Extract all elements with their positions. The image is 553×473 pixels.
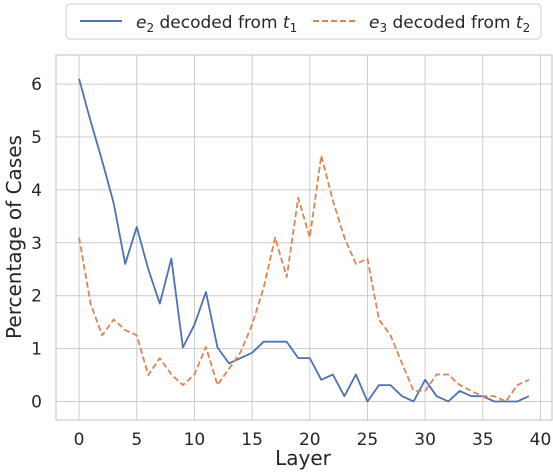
- x-tick-label: 35: [472, 430, 494, 450]
- y-tick-label: 5: [31, 128, 42, 148]
- x-tick-label: 5: [131, 430, 142, 450]
- y-tick-label: 4: [31, 181, 42, 201]
- y-tick-label: 0: [31, 392, 42, 412]
- x-tick-label: 40: [530, 430, 552, 450]
- series-line-2: [78, 154, 530, 403]
- x-tick-label: 25: [357, 430, 379, 450]
- plot-background: [56, 55, 552, 420]
- x-axis-label: Layer: [275, 446, 332, 470]
- y-tick-label: 3: [31, 234, 42, 254]
- plot-frame: [55, 54, 553, 421]
- x-tick-label: 10: [184, 430, 206, 450]
- y-axis-label: Percentage of Cases: [2, 135, 26, 339]
- legend-box: [65, 3, 542, 40]
- x-tick-label: 0: [74, 430, 85, 450]
- y-tick-label: 1: [31, 340, 42, 360]
- series-line-1: [78, 78, 530, 403]
- x-tick-label: 15: [241, 430, 263, 450]
- legend-entry-series-1: e2 decoded from t1: [136, 13, 297, 35]
- grid: [56, 55, 552, 420]
- legend-entry-series-2: e3 decoded from t2: [369, 13, 530, 35]
- x-tick-labels: 0 5 10 15 20 25 30 35 40: [74, 430, 552, 450]
- x-tick-label: 20: [299, 430, 321, 450]
- legend: e2 decoded from t1 e3 decoded from t2: [65, 3, 542, 40]
- y-tick-label: 6: [31, 75, 42, 95]
- y-tick-label: 2: [31, 287, 42, 307]
- x-tick-label: 30: [414, 430, 436, 450]
- series-lines: [78, 78, 530, 403]
- y-tick-labels: 0 1 2 3 4 5 6: [31, 75, 42, 412]
